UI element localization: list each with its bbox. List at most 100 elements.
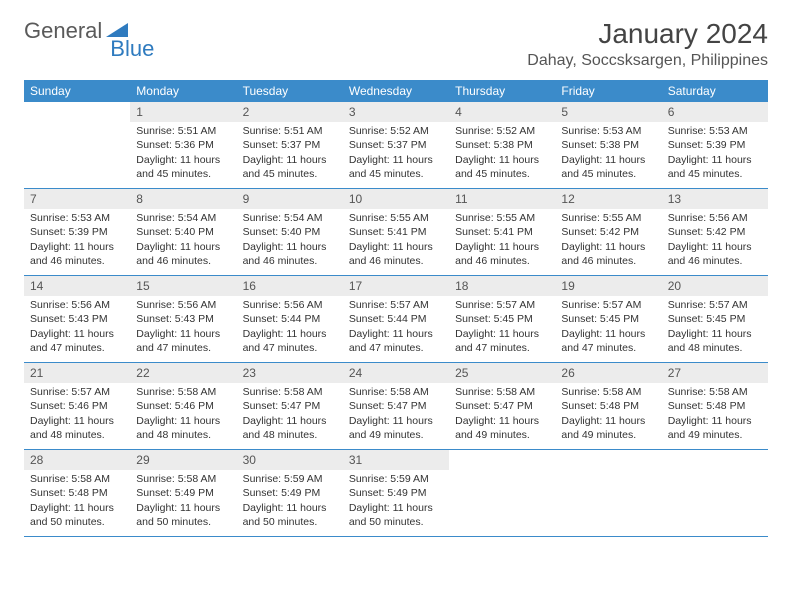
day-cell: 19Sunrise: 5:57 AMSunset: 5:45 PMDayligh… xyxy=(555,276,661,362)
day-cell: 7Sunrise: 5:53 AMSunset: 5:39 PMDaylight… xyxy=(24,189,130,275)
day-number: 20 xyxy=(662,276,768,296)
day-header-saturday: Saturday xyxy=(662,80,768,102)
day-number: 12 xyxy=(555,189,661,209)
day-info-line: Daylight: 11 hours and 47 minutes. xyxy=(455,327,549,355)
day-body: Sunrise: 5:59 AMSunset: 5:49 PMDaylight:… xyxy=(343,470,449,535)
day-body: Sunrise: 5:57 AMSunset: 5:45 PMDaylight:… xyxy=(449,296,555,361)
day-info-line: Sunset: 5:41 PM xyxy=(455,225,549,239)
day-number: 13 xyxy=(662,189,768,209)
day-info-line: Daylight: 11 hours and 50 minutes. xyxy=(30,501,124,529)
day-number: 28 xyxy=(24,450,130,470)
logo-text-general: General xyxy=(24,18,102,44)
day-info-line: Sunset: 5:46 PM xyxy=(136,399,230,413)
day-body xyxy=(449,454,555,462)
page-header: General Blue January 2024 Dahay, Soccsks… xyxy=(24,18,768,70)
day-info-line: Sunrise: 5:58 AM xyxy=(136,385,230,399)
day-body xyxy=(662,454,768,462)
day-info-line: Sunset: 5:41 PM xyxy=(349,225,443,239)
day-body: Sunrise: 5:56 AMSunset: 5:43 PMDaylight:… xyxy=(24,296,130,361)
day-body: Sunrise: 5:58 AMSunset: 5:48 PMDaylight:… xyxy=(662,383,768,448)
day-info-line: Sunset: 5:38 PM xyxy=(455,138,549,152)
day-number: 18 xyxy=(449,276,555,296)
day-info-line: Sunset: 5:48 PM xyxy=(561,399,655,413)
logo-text-blue: Blue xyxy=(110,36,154,62)
day-cell: 25Sunrise: 5:58 AMSunset: 5:47 PMDayligh… xyxy=(449,363,555,449)
day-info-line: Daylight: 11 hours and 49 minutes. xyxy=(561,414,655,442)
day-info-line: Sunset: 5:48 PM xyxy=(668,399,762,413)
day-info-line: Daylight: 11 hours and 46 minutes. xyxy=(30,240,124,268)
day-info-line: Sunrise: 5:59 AM xyxy=(243,472,337,486)
day-info-line: Sunset: 5:40 PM xyxy=(136,225,230,239)
day-number: 4 xyxy=(449,102,555,122)
day-number: 1 xyxy=(130,102,236,122)
day-info-line: Sunset: 5:42 PM xyxy=(561,225,655,239)
day-body: Sunrise: 5:54 AMSunset: 5:40 PMDaylight:… xyxy=(237,209,343,274)
day-body: Sunrise: 5:54 AMSunset: 5:40 PMDaylight:… xyxy=(130,209,236,274)
day-cell: 9Sunrise: 5:54 AMSunset: 5:40 PMDaylight… xyxy=(237,189,343,275)
day-cell: 22Sunrise: 5:58 AMSunset: 5:46 PMDayligh… xyxy=(130,363,236,449)
day-info-line: Daylight: 11 hours and 46 minutes. xyxy=(243,240,337,268)
day-number: 8 xyxy=(130,189,236,209)
day-cell: 12Sunrise: 5:55 AMSunset: 5:42 PMDayligh… xyxy=(555,189,661,275)
day-body: Sunrise: 5:53 AMSunset: 5:39 PMDaylight:… xyxy=(24,209,130,274)
day-info-line: Sunrise: 5:56 AM xyxy=(30,298,124,312)
day-info-line: Daylight: 11 hours and 47 minutes. xyxy=(349,327,443,355)
day-number: 31 xyxy=(343,450,449,470)
day-body: Sunrise: 5:52 AMSunset: 5:37 PMDaylight:… xyxy=(343,122,449,187)
day-info-line: Sunset: 5:44 PM xyxy=(349,312,443,326)
day-info-line: Sunset: 5:47 PM xyxy=(349,399,443,413)
day-info-line: Sunset: 5:49 PM xyxy=(136,486,230,500)
day-body: Sunrise: 5:58 AMSunset: 5:47 PMDaylight:… xyxy=(237,383,343,448)
day-info-line: Sunset: 5:44 PM xyxy=(243,312,337,326)
day-info-line: Sunset: 5:45 PM xyxy=(455,312,549,326)
day-cell: 29Sunrise: 5:58 AMSunset: 5:49 PMDayligh… xyxy=(130,450,236,536)
day-info-line: Daylight: 11 hours and 47 minutes. xyxy=(30,327,124,355)
day-info-line: Sunrise: 5:58 AM xyxy=(455,385,549,399)
day-info-line: Sunrise: 5:52 AM xyxy=(455,124,549,138)
day-cell: 30Sunrise: 5:59 AMSunset: 5:49 PMDayligh… xyxy=(237,450,343,536)
day-info-line: Sunrise: 5:54 AM xyxy=(136,211,230,225)
day-cell: 18Sunrise: 5:57 AMSunset: 5:45 PMDayligh… xyxy=(449,276,555,362)
day-info-line: Sunrise: 5:58 AM xyxy=(668,385,762,399)
day-number: 15 xyxy=(130,276,236,296)
week-row: 1Sunrise: 5:51 AMSunset: 5:36 PMDaylight… xyxy=(24,102,768,189)
day-body: Sunrise: 5:55 AMSunset: 5:41 PMDaylight:… xyxy=(449,209,555,274)
week-row: 7Sunrise: 5:53 AMSunset: 5:39 PMDaylight… xyxy=(24,189,768,276)
day-info-line: Sunset: 5:45 PM xyxy=(668,312,762,326)
day-info-line: Daylight: 11 hours and 45 minutes. xyxy=(243,153,337,181)
day-info-line: Daylight: 11 hours and 47 minutes. xyxy=(561,327,655,355)
day-cell: 3Sunrise: 5:52 AMSunset: 5:37 PMDaylight… xyxy=(343,102,449,188)
day-cell xyxy=(662,450,768,536)
day-body: Sunrise: 5:58 AMSunset: 5:47 PMDaylight:… xyxy=(343,383,449,448)
day-body: Sunrise: 5:57 AMSunset: 5:46 PMDaylight:… xyxy=(24,383,130,448)
day-body: Sunrise: 5:53 AMSunset: 5:38 PMDaylight:… xyxy=(555,122,661,187)
day-cell: 16Sunrise: 5:56 AMSunset: 5:44 PMDayligh… xyxy=(237,276,343,362)
day-info-line: Sunrise: 5:57 AM xyxy=(668,298,762,312)
day-info-line: Sunrise: 5:58 AM xyxy=(136,472,230,486)
day-info-line: Sunset: 5:48 PM xyxy=(30,486,124,500)
day-info-line: Sunrise: 5:57 AM xyxy=(561,298,655,312)
day-body: Sunrise: 5:58 AMSunset: 5:47 PMDaylight:… xyxy=(449,383,555,448)
day-info-line: Daylight: 11 hours and 45 minutes. xyxy=(668,153,762,181)
day-info-line: Sunrise: 5:57 AM xyxy=(30,385,124,399)
day-cell: 10Sunrise: 5:55 AMSunset: 5:41 PMDayligh… xyxy=(343,189,449,275)
day-info-line: Sunrise: 5:58 AM xyxy=(243,385,337,399)
day-info-line: Daylight: 11 hours and 48 minutes. xyxy=(243,414,337,442)
day-number: 21 xyxy=(24,363,130,383)
day-info-line: Sunset: 5:38 PM xyxy=(561,138,655,152)
day-cell: 6Sunrise: 5:53 AMSunset: 5:39 PMDaylight… xyxy=(662,102,768,188)
day-number: 16 xyxy=(237,276,343,296)
day-info-line: Sunrise: 5:51 AM xyxy=(243,124,337,138)
day-number: 2 xyxy=(237,102,343,122)
day-number: 24 xyxy=(343,363,449,383)
day-info-line: Sunrise: 5:51 AM xyxy=(136,124,230,138)
day-number: 29 xyxy=(130,450,236,470)
day-cell: 20Sunrise: 5:57 AMSunset: 5:45 PMDayligh… xyxy=(662,276,768,362)
day-info-line: Sunrise: 5:56 AM xyxy=(243,298,337,312)
day-number: 26 xyxy=(555,363,661,383)
day-header-wednesday: Wednesday xyxy=(343,80,449,102)
day-info-line: Sunset: 5:39 PM xyxy=(30,225,124,239)
day-cell: 8Sunrise: 5:54 AMSunset: 5:40 PMDaylight… xyxy=(130,189,236,275)
day-info-line: Sunset: 5:37 PM xyxy=(243,138,337,152)
day-info-line: Sunset: 5:47 PM xyxy=(455,399,549,413)
